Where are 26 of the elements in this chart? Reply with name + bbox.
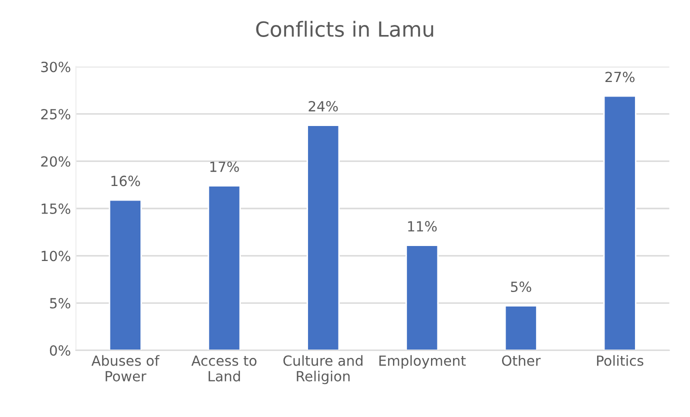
data-label: 5% bbox=[511, 282, 532, 292]
bar bbox=[504, 305, 538, 350]
y-tick-label: 20% bbox=[41, 156, 70, 167]
x-tick-label: Other bbox=[502, 355, 541, 366]
bar bbox=[306, 124, 340, 350]
y-tick-label: 30% bbox=[41, 62, 70, 72]
y-tick-label: 15% bbox=[42, 203, 70, 214]
chart-title: Conflicts in Lamu bbox=[256, 20, 434, 37]
y-tick-label: 0% bbox=[50, 345, 70, 356]
x-tick-label: Employment bbox=[379, 355, 466, 369]
data-label: 17% bbox=[210, 162, 239, 172]
x-tick-label: Access to Land bbox=[191, 356, 256, 382]
x-tick-label: Politics bbox=[597, 355, 644, 366]
bar bbox=[406, 244, 439, 350]
y-tick-label: 5% bbox=[50, 298, 70, 308]
y-tick-label: 25% bbox=[41, 108, 70, 120]
bar bbox=[603, 95, 636, 350]
data-label: 11% bbox=[408, 221, 437, 232]
bar bbox=[208, 185, 241, 350]
y-tick-label: 10% bbox=[42, 250, 70, 262]
x-tick-label: Culture and Religion bbox=[283, 355, 362, 384]
bar bbox=[108, 199, 142, 350]
x-tick-label: Abuses of Power bbox=[91, 355, 160, 382]
data-label: 16% bbox=[111, 176, 140, 186]
data-label: 24% bbox=[308, 101, 338, 112]
data-label: 27% bbox=[605, 72, 635, 82]
